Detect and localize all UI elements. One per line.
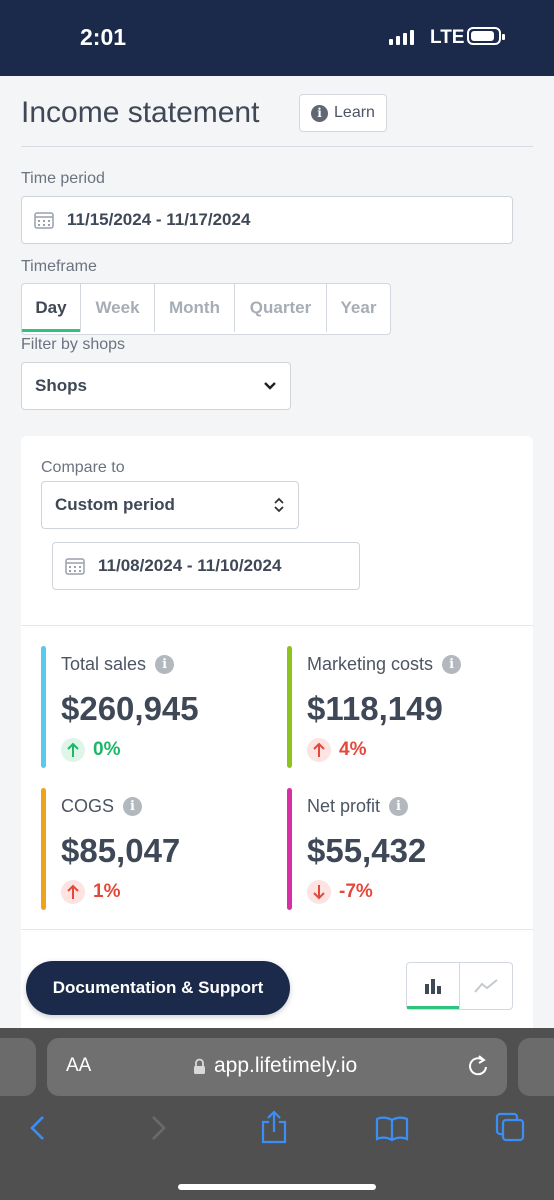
metric-label: COGS — [61, 796, 115, 816]
metric-label: Marketing costs — [307, 654, 434, 674]
tabs-icon[interactable] — [494, 1108, 526, 1148]
url-text: app.lifetimely.io — [214, 1054, 358, 1077]
documentation-support-button[interactable]: Documentation & Support — [26, 961, 290, 1015]
text-size-button[interactable]: AA — [66, 1055, 91, 1077]
info-icon[interactable]: i — [123, 797, 143, 816]
metric-total-sales: Total sales i $260,945 0% — [41, 646, 261, 768]
reload-icon[interactable] — [468, 1054, 490, 1078]
status-time: 2:01 — [80, 24, 127, 50]
time-period-value: 11/15/2024 - 11/17/2024 — [67, 210, 251, 229]
metric-cogs: COGS i $85,047 1% — [41, 788, 261, 910]
chevron-down-icon — [264, 382, 276, 390]
calendar-icon — [34, 212, 54, 229]
page-content: Income statement i Learn Time period 11/… — [0, 76, 554, 1028]
metric-color-bar — [287, 646, 292, 768]
compare-period-input[interactable]: 11/08/2024 - 11/10/2024 — [52, 542, 360, 590]
previous-tab-edge[interactable] — [0, 1038, 36, 1096]
metric-label: Total sales — [61, 654, 147, 674]
line-chart-toggle[interactable] — [459, 963, 512, 1009]
metric-value: $118,149 — [307, 690, 443, 727]
page-title: Income statement — [21, 96, 260, 129]
metric-value: $55,432 — [307, 832, 427, 869]
timeframe-label: Timeframe — [21, 258, 97, 275]
metric-change: 0% — [93, 739, 121, 760]
shops-dropdown[interactable]: Shops — [21, 362, 291, 410]
home-indicator — [178, 1184, 376, 1190]
info-icon[interactable]: i — [389, 797, 409, 816]
compare-mode-select[interactable]: Custom period — [41, 481, 299, 529]
network-type: LTE — [430, 27, 465, 48]
line-chart-icon — [474, 979, 498, 993]
text-size-label: AA — [66, 1055, 92, 1076]
status-bar: 2:01 LTE — [0, 0, 554, 76]
forward-icon[interactable] — [148, 1108, 168, 1148]
chart-type-toggle — [406, 962, 513, 1010]
chevron-updown-icon — [274, 497, 284, 513]
calendar-icon — [65, 558, 85, 575]
timeframe-tabs: Day Week Month Quarter Year — [21, 283, 391, 335]
back-icon[interactable] — [28, 1108, 48, 1148]
lock-icon — [194, 1058, 205, 1074]
tab-month[interactable]: Month — [155, 284, 235, 332]
browser-toolbar: AA app.lifetimely.io — [0, 1028, 554, 1200]
battery-icon — [467, 27, 505, 45]
info-icon[interactable]: i — [155, 655, 175, 674]
metric-value: $85,047 — [61, 832, 181, 869]
tab-quarter[interactable]: Quarter — [235, 284, 327, 332]
bar-chart-icon — [425, 979, 441, 994]
shops-value: Shops — [35, 376, 87, 395]
arrow-up-icon — [61, 880, 85, 904]
metric-color-bar — [41, 646, 46, 768]
next-tab-edge[interactable] — [518, 1038, 554, 1096]
metric-change: 1% — [93, 881, 121, 902]
metric-color-bar — [41, 788, 46, 910]
arrow-up-icon — [61, 738, 85, 762]
compare-mode-value: Custom period — [55, 495, 175, 514]
filter-shops-label: Filter by shops — [21, 336, 126, 353]
learn-label: Learn — [334, 104, 375, 121]
info-icon: i — [311, 104, 329, 122]
cellular-signal-icon — [389, 30, 414, 45]
metric-change: -7% — [339, 881, 373, 902]
time-period-label: Time period — [21, 170, 105, 187]
metric-marketing-costs: Marketing costs i $118,149 4% — [287, 646, 507, 768]
metric-color-bar — [287, 788, 292, 910]
learn-button[interactable]: i Learn — [299, 94, 387, 132]
card-divider — [21, 929, 533, 930]
bar-chart-toggle[interactable] — [407, 963, 459, 1009]
share-icon[interactable] — [259, 1108, 289, 1148]
tab-year[interactable]: Year — [340, 298, 377, 317]
arrow-up-icon — [307, 738, 331, 762]
metric-label: Net profit — [307, 796, 381, 816]
bookmarks-icon[interactable] — [374, 1108, 410, 1148]
title-divider — [21, 146, 533, 147]
tab-day[interactable]: Day — [22, 284, 81, 332]
tab-week[interactable]: Week — [81, 284, 155, 332]
card-divider — [21, 625, 533, 626]
metric-net-profit: Net profit i $55,432 -7% — [287, 788, 507, 910]
metric-change: 4% — [339, 739, 367, 760]
info-icon[interactable]: i — [442, 655, 462, 674]
time-period-input[interactable]: 11/15/2024 - 11/17/2024 — [21, 196, 513, 244]
compare-period-value: 11/08/2024 - 11/10/2024 — [98, 556, 282, 575]
metrics-card: Compare to Custom period 11/08/2024 - 11… — [21, 436, 533, 1028]
address-bar[interactable]: AA app.lifetimely.io — [47, 1038, 507, 1096]
arrow-down-icon — [307, 880, 331, 904]
compare-to-label: Compare to — [41, 459, 125, 476]
metric-value: $260,945 — [61, 690, 199, 727]
